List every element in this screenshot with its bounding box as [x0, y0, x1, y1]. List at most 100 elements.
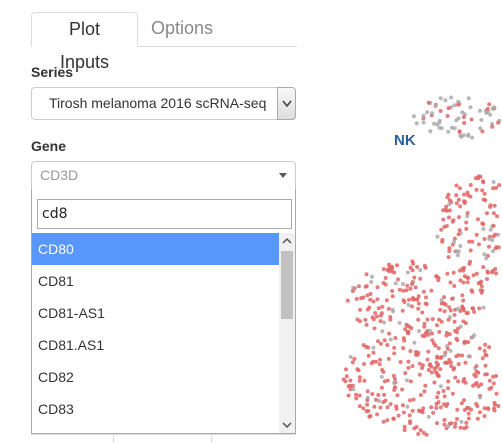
- cell-point: [369, 361, 374, 366]
- cell-point: [344, 367, 348, 372]
- gene-option-cd81-as1[interactable]: CD81-AS1: [38, 305, 105, 321]
- cell-point: [378, 405, 383, 410]
- cell-point: [348, 387, 353, 392]
- gene-option-cd80[interactable]: CD80: [32, 233, 279, 265]
- gene-option-cd82[interactable]: CD82: [38, 369, 74, 385]
- cell-point: [454, 183, 459, 188]
- cell-point: [462, 341, 467, 345]
- cell-point: [381, 369, 386, 374]
- cell-point: [447, 198, 452, 203]
- series-select[interactable]: Tirosh melanoma 2016 scRNA-seq: [31, 87, 296, 120]
- cell-point: [411, 114, 416, 119]
- cell-point: [362, 378, 367, 383]
- cell-point: [382, 320, 387, 325]
- cell-point: [460, 293, 465, 298]
- cell-point: [447, 215, 451, 220]
- cell-point: [365, 402, 370, 407]
- cell-point: [365, 389, 370, 394]
- cell-point: [447, 208, 452, 213]
- cell-point: [433, 370, 438, 374]
- gene-select[interactable]: CD3D: [31, 161, 296, 190]
- cell-point: [376, 393, 381, 397]
- cell-point: [397, 287, 402, 292]
- cell-point: [344, 374, 349, 379]
- tab-plot-inputs[interactable]: Plot Inputs: [31, 12, 138, 72]
- scrollbar-thumb[interactable]: [281, 251, 293, 319]
- cell-point: [401, 288, 406, 293]
- gene-option-cd83[interactable]: CD83: [38, 401, 74, 417]
- cell-point: [416, 350, 421, 355]
- cell-point: [463, 199, 467, 204]
- cell-point: [465, 211, 470, 215]
- cell-point: [473, 382, 478, 387]
- cell-point: [460, 306, 465, 311]
- cell-point: [451, 270, 456, 275]
- cell-point: [436, 346, 441, 351]
- cell-point: [368, 414, 373, 418]
- cell-point: [456, 102, 461, 107]
- cell-point: [442, 353, 447, 358]
- cell-point: [385, 267, 390, 272]
- options-scrollbar[interactable]: [279, 233, 295, 433]
- cell-point: [444, 204, 449, 209]
- cell-point: [481, 179, 485, 184]
- scroll-down-icon[interactable]: [279, 417, 295, 433]
- gene-search-input[interactable]: cd8: [37, 199, 292, 229]
- cell-point: [378, 341, 383, 346]
- cell-point: [481, 305, 486, 310]
- cell-point: [481, 197, 486, 202]
- cell-point: [462, 192, 467, 197]
- cell-point: [453, 375, 458, 380]
- cell-point: [483, 363, 488, 368]
- cell-point: [442, 295, 446, 300]
- cell-point: [417, 408, 421, 413]
- gene-select-placeholder: CD3D: [40, 167, 79, 183]
- cell-point: [390, 289, 395, 293]
- cell-point: [482, 252, 487, 257]
- cell-point: [455, 417, 459, 421]
- cell-point: [415, 265, 420, 269]
- cell-point: [449, 95, 454, 100]
- cell-point: [425, 110, 430, 115]
- cell-point: [379, 385, 384, 390]
- cell-point: [418, 428, 423, 433]
- cell-point: [423, 383, 428, 388]
- cell-point: [392, 376, 397, 381]
- gene-option-cd81[interactable]: CD81: [38, 273, 74, 289]
- gene-option-cd81-as1-dot[interactable]: CD81.AS1: [38, 337, 105, 353]
- cell-point: [477, 242, 481, 247]
- cell-point: [455, 338, 460, 343]
- cell-point: [406, 302, 411, 307]
- cell-point: [492, 406, 496, 411]
- cell-point: [487, 244, 491, 249]
- cell-point: [454, 193, 459, 198]
- cell-point: [414, 425, 419, 429]
- cell-point: [435, 395, 440, 400]
- cell-point: [392, 270, 397, 275]
- cell-point: [441, 389, 446, 393]
- cell-point: [485, 406, 490, 411]
- cell-point: [385, 378, 390, 383]
- cell-point: [496, 404, 501, 408]
- cell-point: [401, 282, 405, 286]
- cell-point: [356, 368, 361, 373]
- tab-options[interactable]: Options: [151, 18, 214, 38]
- cell-point: [422, 324, 427, 329]
- cell-point: [439, 298, 444, 303]
- cell-point: [464, 420, 469, 425]
- cell-point: [424, 432, 429, 437]
- cell-point: [402, 428, 407, 433]
- cell-point: [448, 308, 453, 313]
- cell-point: [425, 357, 430, 362]
- scroll-up-icon[interactable]: [279, 233, 295, 249]
- cell-point: [379, 374, 384, 379]
- cell-point: [437, 118, 442, 123]
- cell-point: [468, 105, 473, 110]
- cell-point: [462, 398, 466, 403]
- cell-point: [407, 413, 412, 418]
- cell-point: [466, 406, 471, 410]
- series-select-toggle[interactable]: [277, 87, 296, 120]
- cell-point: [440, 239, 445, 244]
- cell-point: [491, 180, 496, 184]
- cell-point: [462, 265, 467, 270]
